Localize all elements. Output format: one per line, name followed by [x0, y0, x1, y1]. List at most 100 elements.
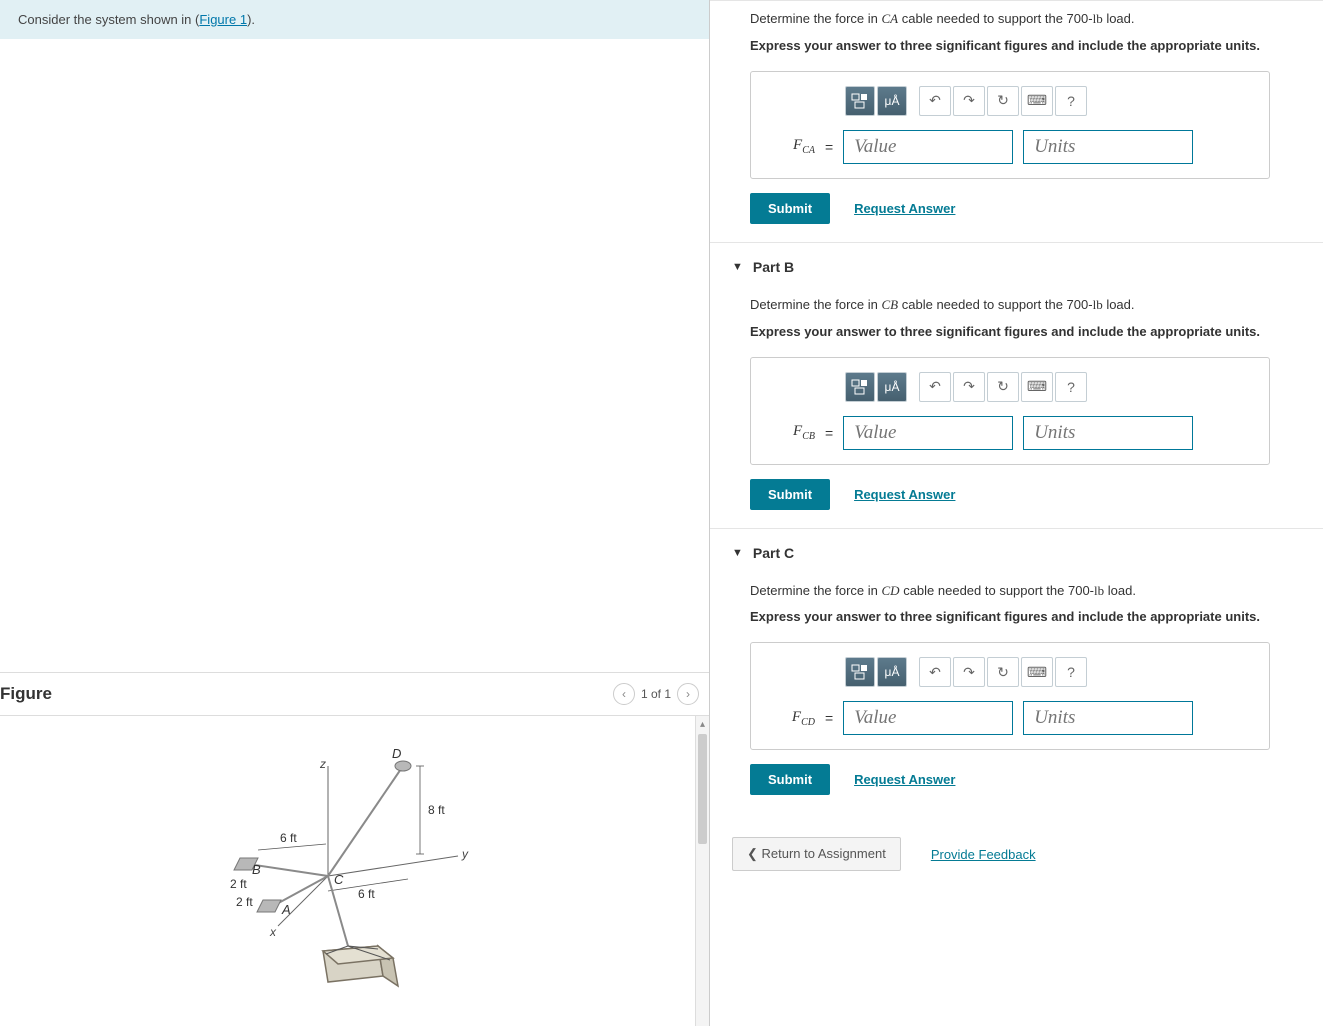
reset-button[interactable]: ↻	[987, 86, 1019, 116]
part-B-instruction: Express your answer to three significant…	[710, 322, 1323, 353]
svg-text:A: A	[281, 902, 291, 917]
keyboard-button[interactable]: ⌨	[1021, 657, 1053, 687]
part-B-answer-box: μÅ ↶↷↻⌨? FCB =	[750, 357, 1270, 465]
caret-down-icon: ▼	[732, 261, 743, 273]
answer-toolbar: μÅ ↶↷↻⌨?	[845, 657, 1251, 687]
svg-text:8 ft: 8 ft	[428, 803, 445, 817]
template-button[interactable]	[845, 86, 875, 116]
undo-button[interactable]: ↶	[919, 86, 951, 116]
part-C-prompt: Determine the force in CD cable needed t…	[710, 573, 1323, 608]
undo-button[interactable]: ↶	[919, 657, 951, 687]
symbols-button[interactable]: μÅ	[877, 86, 907, 116]
input-row: FCA =	[769, 130, 1251, 164]
part-B-prompt: Determine the force in CB cable needed t…	[710, 287, 1323, 322]
part-C-header[interactable]: ▼ Part C	[710, 529, 1323, 573]
reset-button[interactable]: ↻	[987, 657, 1019, 687]
symbols-button[interactable]: μÅ	[877, 657, 907, 687]
redo-button[interactable]: ↷	[953, 86, 985, 116]
problem-text-suffix: ).	[247, 12, 255, 27]
svg-text:2 ft: 2 ft	[230, 877, 247, 891]
equals-sign: =	[825, 139, 833, 155]
figure-link[interactable]: Figure 1	[199, 12, 247, 27]
svg-text:y: y	[461, 847, 469, 861]
submit-row: Submit Request Answer	[750, 479, 1323, 510]
redo-button[interactable]: ↷	[953, 657, 985, 687]
help-button[interactable]: ?	[1055, 657, 1087, 687]
left-spacer	[0, 39, 709, 672]
figure-body: z y x D 8 ft 6 ft	[0, 716, 709, 1026]
part-B-block: ▼ Part B Determine the force in CB cable n…	[710, 242, 1323, 510]
answer-toolbar: μÅ ↶↷↻⌨?	[845, 372, 1251, 402]
problem-statement: Consider the system shown in (Figure 1).	[0, 0, 709, 39]
footer-row: ❮ Return to Assignment Provide Feedback	[710, 813, 1323, 871]
input-row: FCB =	[769, 416, 1251, 450]
scroll-thumb[interactable]	[698, 734, 707, 844]
svg-text:x: x	[269, 925, 277, 939]
equals-sign: =	[825, 425, 833, 441]
answer-toolbar: μÅ ↶↷↻⌨?	[845, 86, 1251, 116]
submit-button[interactable]: Submit	[750, 193, 830, 224]
template-button[interactable]	[845, 372, 875, 402]
pager-next-button[interactable]: ›	[677, 683, 699, 705]
part-B-title: Part B	[753, 259, 794, 275]
request-answer-link[interactable]: Request Answer	[854, 772, 955, 787]
svg-text:C: C	[334, 872, 344, 887]
units-input[interactable]	[1023, 130, 1193, 164]
part-A-answer-box: μÅ ↶↷↻⌨? FCA =	[750, 71, 1270, 179]
pager-prev-button[interactable]: ‹	[613, 683, 635, 705]
return-label: Return to Assignment	[762, 846, 886, 861]
request-answer-link[interactable]: Request Answer	[854, 201, 955, 216]
pager-text: 1 of 1	[641, 687, 671, 701]
part-C-answer-box: μÅ ↶↷↻⌨? FCD =	[750, 642, 1270, 750]
help-button[interactable]: ?	[1055, 86, 1087, 116]
keyboard-button[interactable]: ⌨	[1021, 86, 1053, 116]
part-C-instruction: Express your answer to three significant…	[710, 607, 1323, 638]
input-row: FCD =	[769, 701, 1251, 735]
part-A-instruction: Express your answer to three significant…	[710, 36, 1323, 67]
units-input[interactable]	[1023, 701, 1193, 735]
part-A-prompt: Determine the force in CA cable needed t…	[710, 1, 1323, 36]
svg-text:B: B	[252, 862, 261, 877]
problem-text-prefix: Consider the system shown in (	[18, 12, 199, 27]
variable-label: FCA	[769, 137, 815, 156]
variable-label: FCB	[769, 423, 815, 442]
svg-text:D: D	[392, 746, 401, 761]
provide-feedback-link[interactable]: Provide Feedback	[931, 847, 1036, 862]
figure-pager: ‹ 1 of 1 ›	[613, 683, 699, 705]
submit-button[interactable]: Submit	[750, 479, 830, 510]
left-panel: Consider the system shown in (Figure 1).…	[0, 0, 710, 1026]
value-input[interactable]	[843, 701, 1013, 735]
template-button[interactable]	[845, 657, 875, 687]
svg-text:6 ft: 6 ft	[280, 831, 297, 845]
submit-row: Submit Request Answer	[750, 764, 1323, 795]
caret-down-icon: ▼	[732, 547, 743, 559]
symbols-button[interactable]: μÅ	[877, 372, 907, 402]
scroll-up-icon[interactable]: ▴	[696, 716, 709, 732]
undo-button[interactable]: ↶	[919, 372, 951, 402]
equals-sign: =	[825, 710, 833, 726]
submit-button[interactable]: Submit	[750, 764, 830, 795]
part-A-block: Determine the force in CA cable needed t…	[710, 0, 1323, 224]
help-button[interactable]: ?	[1055, 372, 1087, 402]
svg-text:2 ft: 2 ft	[236, 895, 253, 909]
part-B-header[interactable]: ▼ Part B	[710, 243, 1323, 287]
part-C-title: Part C	[753, 545, 794, 561]
figure-scrollbar[interactable]: ▴	[695, 716, 709, 1026]
variable-label: FCD	[769, 709, 815, 728]
right-panel: Determine the force in CA cable needed t…	[710, 0, 1323, 1026]
units-input[interactable]	[1023, 416, 1193, 450]
figure-diagram: z y x D 8 ft 6 ft	[178, 736, 518, 1006]
part-C-block: ▼ Part C Determine the force in CD cable n…	[710, 528, 1323, 796]
value-input[interactable]	[843, 416, 1013, 450]
svg-text:6 ft: 6 ft	[358, 887, 375, 901]
figure-title: Figure	[0, 684, 52, 704]
request-answer-link[interactable]: Request Answer	[854, 487, 955, 502]
redo-button[interactable]: ↷	[953, 372, 985, 402]
reset-button[interactable]: ↻	[987, 372, 1019, 402]
figure-canvas: z y x D 8 ft 6 ft	[0, 716, 695, 1026]
svg-text:z: z	[319, 757, 326, 771]
chevron-left-icon: ❮	[747, 846, 762, 861]
value-input[interactable]	[843, 130, 1013, 164]
keyboard-button[interactable]: ⌨	[1021, 372, 1053, 402]
return-to-assignment-button[interactable]: ❮ Return to Assignment	[732, 837, 901, 871]
